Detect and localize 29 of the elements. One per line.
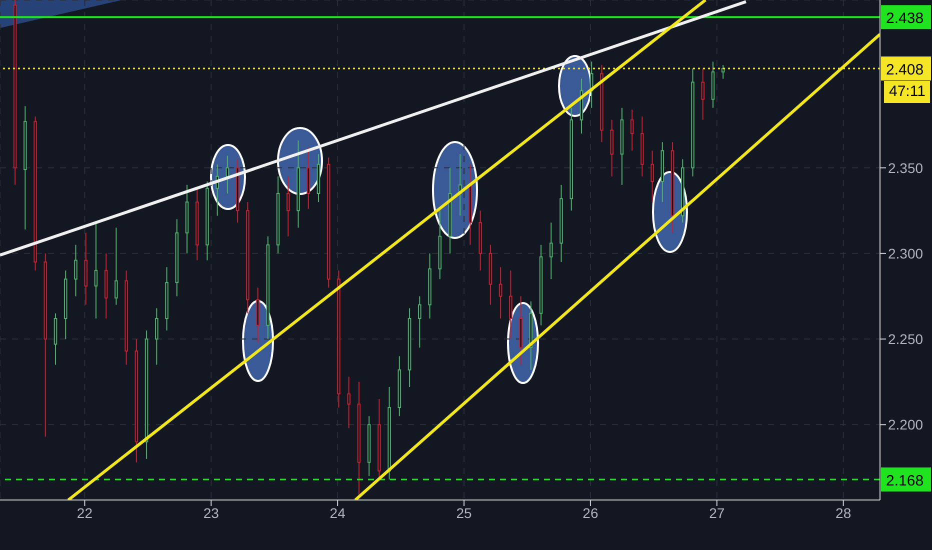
candlestick: [610, 119, 614, 177]
candlestick: [155, 308, 158, 366]
x-tick-label: 25: [456, 504, 472, 521]
x-tick-label: 22: [76, 504, 93, 521]
x-tick-label: 23: [203, 504, 220, 521]
candlestick: [630, 109, 634, 152]
candlestick: [509, 270, 512, 340]
y-tick-label: 2.300: [888, 245, 924, 262]
candlestick: [550, 222, 553, 280]
candlestick: [701, 68, 704, 120]
x-tick-label: 27: [709, 504, 725, 521]
candlestick: [650, 150, 654, 203]
candlestick: [498, 266, 502, 319]
text: 47:11: [884, 81, 930, 104]
x-tick-label: 26: [582, 504, 598, 521]
ref-line-label: 2.168: [886, 472, 924, 490]
y-tick-label: 2.250: [888, 331, 924, 348]
candlestick: [94, 222, 98, 319]
candlestick: [347, 376, 350, 429]
y-tick-label: 2.350: [888, 160, 924, 176]
candlestick: [74, 244, 78, 297]
x-tick-label: 28: [836, 504, 852, 521]
y-tick-label: 2.200: [888, 416, 924, 433]
candlestick: [418, 296, 422, 348]
candlestick: [286, 176, 290, 237]
candlestick: [114, 227, 118, 306]
ref-line-label: 2.408: [886, 61, 924, 78]
ref-line-label: 2.438: [886, 10, 924, 28]
x-tick-label: 24: [330, 504, 346, 521]
